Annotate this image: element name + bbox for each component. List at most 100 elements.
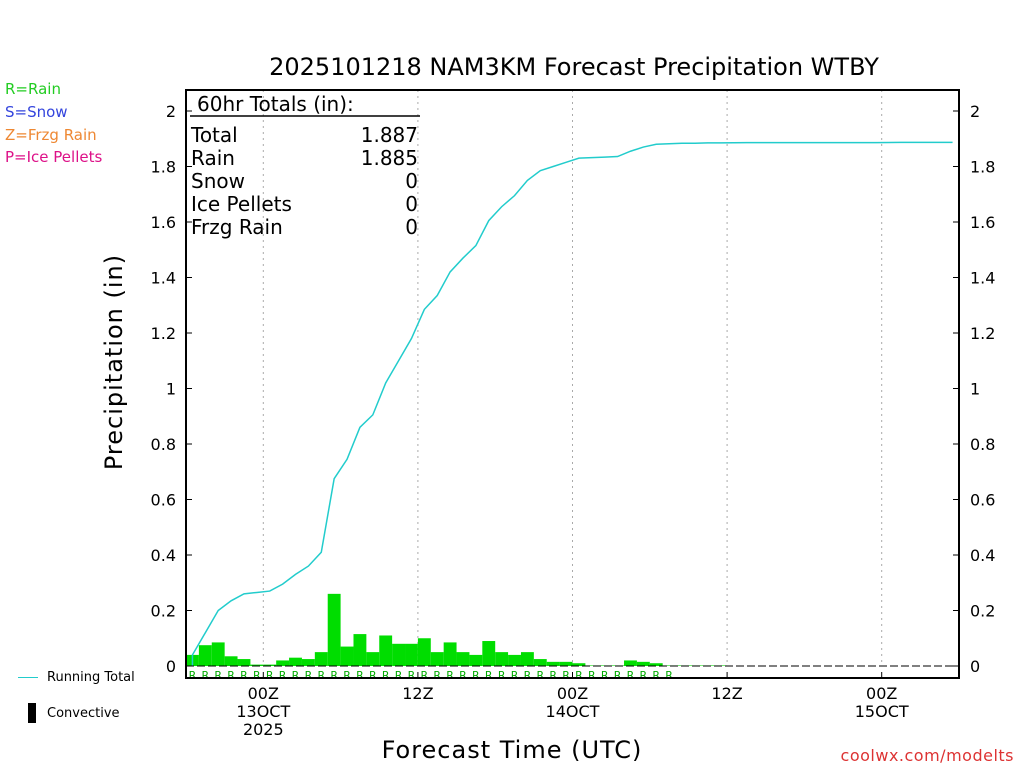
totals-row-value: 0: [405, 215, 418, 239]
precip-bar: [546, 661, 560, 666]
precip-bar: [224, 656, 238, 666]
precip-bar: [624, 660, 637, 666]
chart-title: 2025101218 NAM3KM Forecast Precipitation…: [269, 53, 879, 81]
precip-bar: [353, 634, 367, 666]
ptype-letter: R: [459, 669, 467, 682]
precip-bar: [636, 661, 650, 666]
totals-row-label: Rain: [191, 146, 235, 170]
ptype-letter: R: [614, 669, 622, 682]
totals-row-label: Ice Pellets: [191, 192, 292, 216]
ptype-letter: R: [575, 669, 583, 682]
precip-bar: [572, 663, 586, 666]
totals-row-value: 1.887: [361, 123, 418, 147]
ptype-letter: R: [317, 669, 325, 682]
precip-bar: [495, 652, 509, 666]
x-tick-label: 15OCT: [855, 702, 909, 721]
precip-bar: [301, 659, 315, 666]
ptype-letter: R: [549, 669, 557, 682]
y-tick-label-right: 0.2: [970, 602, 995, 621]
totals-row-label: Total: [190, 123, 238, 147]
x-tick-label: 14OCT: [546, 702, 600, 721]
running-total-line: [191, 141, 953, 666]
precip-bar: [456, 652, 470, 666]
y-tick-label-left: 0.8: [151, 435, 176, 454]
y-tick-label-left: 1.2: [151, 324, 176, 343]
ptype-letter: R: [356, 669, 364, 682]
ptype-letter: R: [408, 669, 416, 682]
y-tick-label-right: 1.6: [970, 213, 995, 232]
x-tick-label: 2025: [243, 720, 284, 739]
bar-series: [186, 593, 728, 666]
ptype-letter: R: [330, 669, 338, 682]
running-total-legend-swatch: [18, 677, 38, 678]
ptype-letter: R: [227, 669, 235, 682]
ptype-legend-snow: S=Snow: [5, 103, 68, 121]
ptype-letter: R: [201, 669, 209, 682]
y-tick-label-left: 1.6: [151, 213, 176, 232]
precip-bar: [314, 652, 328, 666]
y-tick-label-right: 0: [970, 657, 980, 676]
y-tick-label-right: 0.6: [970, 491, 995, 510]
precip-bar: [559, 661, 573, 666]
precip-bar: [649, 663, 663, 666]
running-total-series: [191, 141, 953, 666]
precip-bar: [340, 646, 354, 666]
y-tick-label-right: 1: [970, 380, 980, 399]
y-tick-label-left: 0: [166, 657, 176, 676]
totals-row-label: Snow: [191, 169, 245, 193]
ptype-letter: R: [536, 669, 544, 682]
ptype-letter: R: [279, 669, 287, 682]
y-tick-label-left: 1.4: [151, 269, 176, 288]
y-tick-label-right: 2: [970, 102, 980, 121]
precip-bar: [263, 664, 277, 666]
y-tick-label-right: 0.8: [970, 435, 995, 454]
y-tick-label-right: 1.8: [970, 158, 995, 177]
precip-bar: [430, 652, 444, 666]
x-axis-label: Forecast Time (UTC): [382, 736, 643, 764]
ptype-letter: R: [627, 669, 635, 682]
ptype-letter: R: [292, 669, 300, 682]
ptype-letter: R: [421, 669, 429, 682]
x-tick-label: 00Z: [248, 684, 279, 703]
precip-bar: [585, 665, 599, 666]
ptype-letter: R: [446, 669, 454, 682]
ptype-letter: R: [305, 669, 313, 682]
precip-bar: [250, 664, 264, 666]
totals-header: 60hr Totals (in):: [197, 92, 354, 116]
y-tick-label-right: 1.2: [970, 324, 995, 343]
ptype-letter: R: [472, 669, 480, 682]
credit-text: coolwx.com/modelts: [840, 746, 1014, 765]
totals-row-value: 0: [405, 169, 418, 193]
y-tick-label-left: 0.6: [151, 491, 176, 510]
x-tick-label: 12Z: [402, 684, 433, 703]
y-tick-label-left: 0.4: [151, 546, 176, 565]
precip-bar: [405, 643, 418, 666]
precip-bar: [276, 660, 290, 666]
ptype-letter: R: [640, 669, 648, 682]
precip-bar: [443, 642, 457, 666]
ptype-letter: R: [395, 669, 403, 682]
ptype-letter: R: [652, 669, 660, 682]
precip-bar: [508, 654, 521, 666]
ptype-letter: R: [562, 669, 570, 682]
ptype-letter: R: [485, 669, 493, 682]
x-tick-label: 00Z: [557, 684, 588, 703]
precip-bar: [520, 652, 534, 666]
x-tick-label: 13OCT: [236, 702, 290, 721]
ptype-letter: R: [524, 669, 532, 682]
convective-legend-swatch: [28, 703, 36, 723]
y-axis-label: Precipitation (in): [100, 254, 128, 470]
precip-bar: [379, 635, 393, 666]
totals-row-value: 0: [405, 192, 418, 216]
y-axis-right: 0 0.2 0.4 0.6 0.8 1 1.2 1.4 1.6 1.8 2: [953, 102, 995, 676]
totals-row-value: 1.885: [361, 146, 418, 170]
precip-bar: [289, 657, 302, 666]
ptype-letter: R: [665, 669, 673, 682]
ptype-letter: R: [433, 669, 441, 682]
convective-legend: Convective: [47, 706, 120, 721]
totals-row-label: Frzg Rain: [191, 215, 283, 239]
precip-bar: [392, 643, 406, 666]
precip-bar: [482, 641, 496, 666]
ptype-letter: R: [214, 669, 222, 682]
